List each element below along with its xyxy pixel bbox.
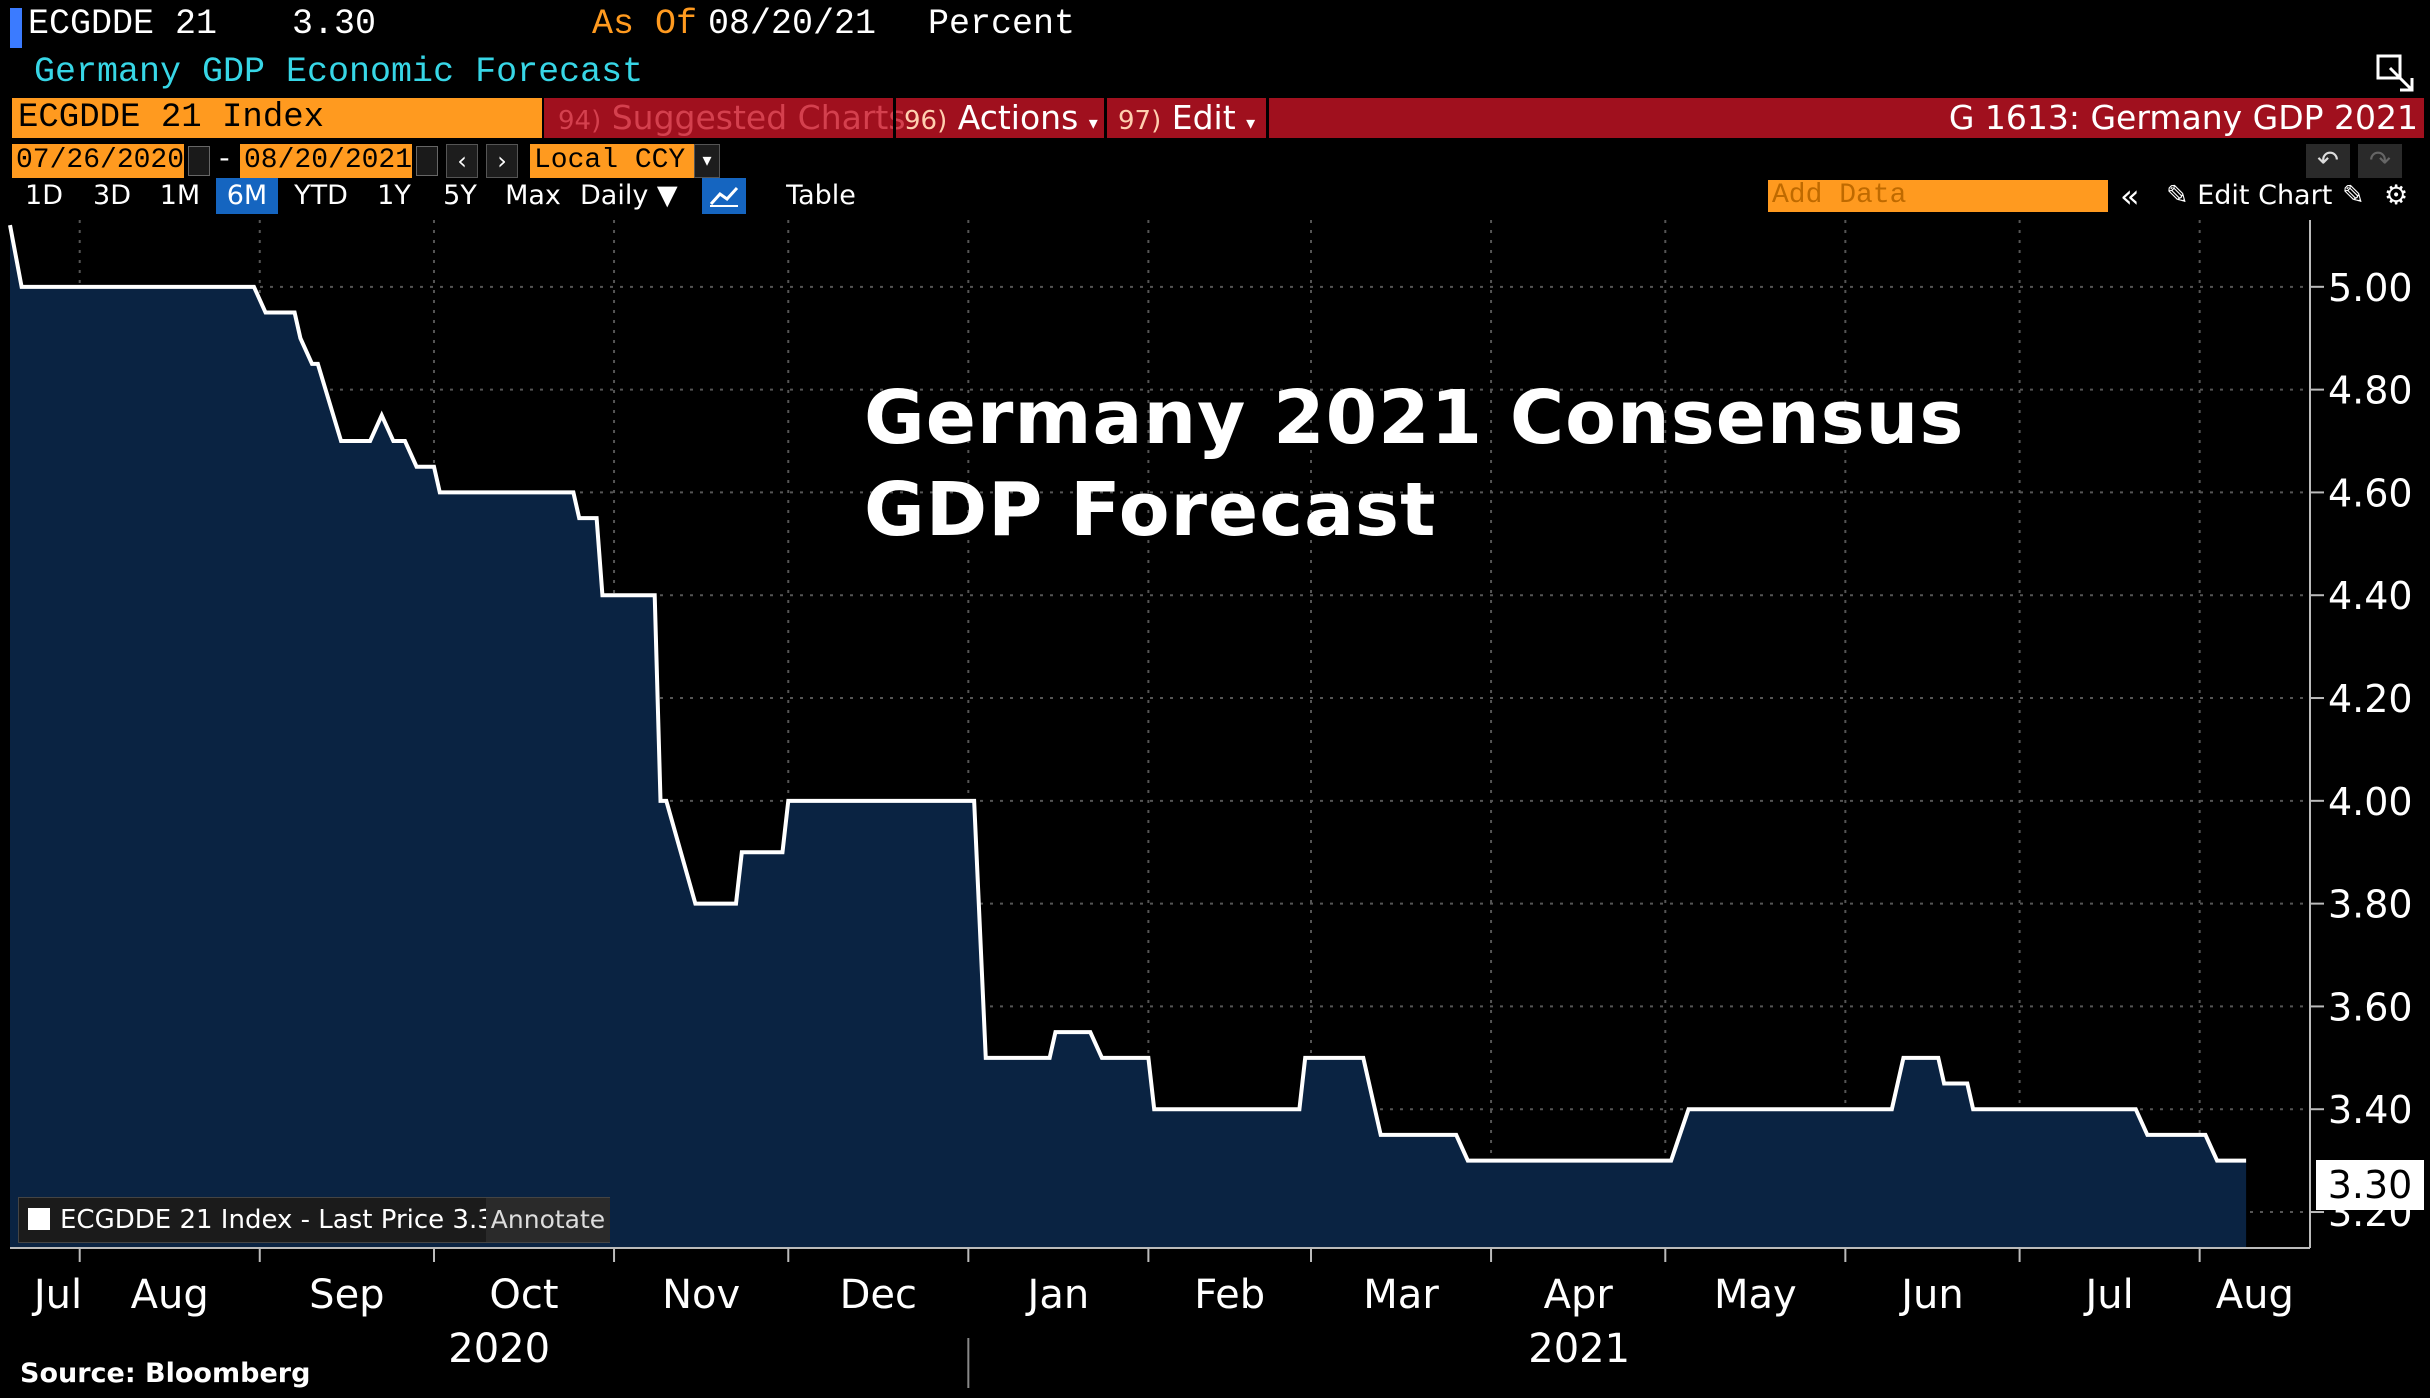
x-month-label: Nov: [662, 1272, 740, 1318]
x-year-label: 2020: [448, 1326, 550, 1372]
suggested-charts-button[interactable]: 94) Suggested Charts: [558, 98, 906, 137]
date-separator: -: [216, 145, 233, 176]
add-data-input[interactable]: Add Data: [1768, 180, 2108, 212]
dropdown-caret-icon: ▾: [1246, 113, 1256, 134]
ticker-label[interactable]: ECGDDE 21: [28, 4, 218, 44]
last-value: 3.30: [292, 4, 377, 44]
x-year-label: 2021: [1528, 1326, 1630, 1372]
x-month-label: Jun: [1898, 1272, 1964, 1318]
period-6m[interactable]: 6M: [216, 178, 278, 214]
dropdown-caret-icon: ▼: [656, 180, 678, 211]
y-axis: 3.203.403.603.804.004.204.404.604.805.00: [2309, 220, 2413, 1248]
end-date-input[interactable]: 08/20/2021: [240, 144, 412, 178]
redo-icon[interactable]: ↷: [2358, 144, 2402, 178]
series-line: [8, 224, 2247, 1163]
period-5y[interactable]: 5Y: [443, 180, 477, 211]
security-field[interactable]: ECGDDE 21 Index: [12, 98, 542, 138]
last-price-tag: 3.30: [2316, 1160, 2424, 1210]
x-axis: Jul Aug Sep Oct Nov Dec Jan Feb Mar Apr May Jun Jul A…: [10, 1247, 2310, 1388]
menu-bar: [544, 98, 2424, 138]
y-tick-label: 4.20: [2328, 677, 2413, 721]
chevron-right-icon[interactable]: ›: [486, 144, 518, 178]
x-month-label: May: [1714, 1272, 1797, 1318]
annotate-button[interactable]: Annotate: [486, 1198, 610, 1242]
gdp-forecast-chart[interactable]: 3.203.403.603.804.004.204.404.604.805.00…: [0, 214, 2430, 1398]
chart-id-title: G 1613: Germany GDP 2021: [1948, 98, 2418, 137]
period-1d[interactable]: 1D: [25, 180, 63, 211]
x-month-label: Oct: [489, 1272, 558, 1318]
table-button[interactable]: Table: [786, 180, 856, 211]
start-date-input[interactable]: 07/26/2020: [12, 144, 184, 178]
collapse-left-icon[interactable]: «: [2120, 177, 2140, 215]
x-month-label: Mar: [1363, 1272, 1439, 1318]
period-3d[interactable]: 3D: [93, 180, 131, 211]
legend-swatch[interactable]: [28, 1208, 50, 1230]
period-1m[interactable]: 1M: [159, 180, 201, 211]
x-month-label: Aug: [131, 1272, 209, 1318]
dropdown-caret-icon: ▾: [1088, 113, 1098, 134]
y-tick-label: 4.00: [2328, 780, 2413, 824]
x-month-label: Jan: [1025, 1272, 1090, 1318]
source-label: Source: Bloomberg: [20, 1358, 311, 1389]
frequency-select[interactable]: Daily ▼: [580, 180, 678, 211]
menu-separator: [1104, 98, 1107, 138]
chart-title-line-2: GDP Forecast: [864, 467, 1437, 553]
x-month-label: Feb: [1194, 1272, 1265, 1318]
as-of-label: As Of: [592, 4, 698, 44]
menu-separator: [1266, 98, 1269, 138]
line-chart-icon[interactable]: [702, 178, 746, 214]
security-description: Germany GDP Economic Forecast: [34, 52, 644, 92]
y-tick-label: 4.60: [2328, 471, 2413, 515]
y-tick-label: 3.80: [2328, 883, 2413, 927]
pencil-icon: ✎: [2166, 180, 2189, 211]
x-month-label: Jul: [31, 1272, 82, 1318]
menu-separator: [893, 98, 896, 138]
legend-label: ECGDDE 21 Index - Last Price 3.30: [60, 1205, 511, 1235]
undo-icon[interactable]: ↶: [2306, 144, 2350, 178]
expand-window-icon[interactable]: [2376, 54, 2416, 94]
x-month-label: Dec: [840, 1272, 917, 1318]
x-month-label: Sep: [309, 1272, 384, 1318]
edit-menu-button[interactable]: 97) Edit ▾: [1118, 98, 1256, 137]
calendar-icon[interactable]: [188, 146, 210, 176]
chart-title-line-1: Germany 2021 Consensus: [864, 375, 1965, 461]
calendar-icon[interactable]: [416, 146, 438, 176]
edit-chart-button[interactable]: ✎ Edit Chart: [2166, 180, 2333, 211]
gear-icon[interactable]: ⚙: [2384, 180, 2409, 211]
series-area: [10, 225, 2247, 1248]
y-tick-label: 3.60: [2328, 985, 2413, 1029]
y-tick-label: 5.00: [2328, 266, 2413, 310]
units-label: Percent: [928, 4, 1076, 44]
y-tick-label: 4.40: [2328, 574, 2413, 618]
chart-title: Germany 2021 Consensus GDP Forecast: [864, 372, 1964, 556]
y-tick-label: 4.80: [2328, 369, 2413, 413]
chevron-left-icon[interactable]: ‹: [446, 144, 478, 178]
x-month-label: Aug: [2216, 1272, 2294, 1318]
chevron-down-icon[interactable]: ▾: [694, 144, 720, 178]
currency-select[interactable]: Local CCY: [530, 144, 698, 178]
security-marker: [10, 8, 22, 48]
period-1y[interactable]: 1Y: [377, 180, 411, 211]
edit-icon[interactable]: ✎: [2342, 180, 2365, 211]
y-tick-label: 3.40: [2328, 1088, 2413, 1132]
period-max[interactable]: Max: [505, 180, 561, 211]
x-month-label: Apr: [1544, 1272, 1614, 1318]
period-ytd[interactable]: YTD: [294, 180, 348, 211]
x-month-label: Jul: [2082, 1272, 2133, 1318]
as-of-date: 08/20/21: [708, 4, 877, 44]
actions-menu-button[interactable]: 96) Actions ▾: [904, 98, 1098, 137]
